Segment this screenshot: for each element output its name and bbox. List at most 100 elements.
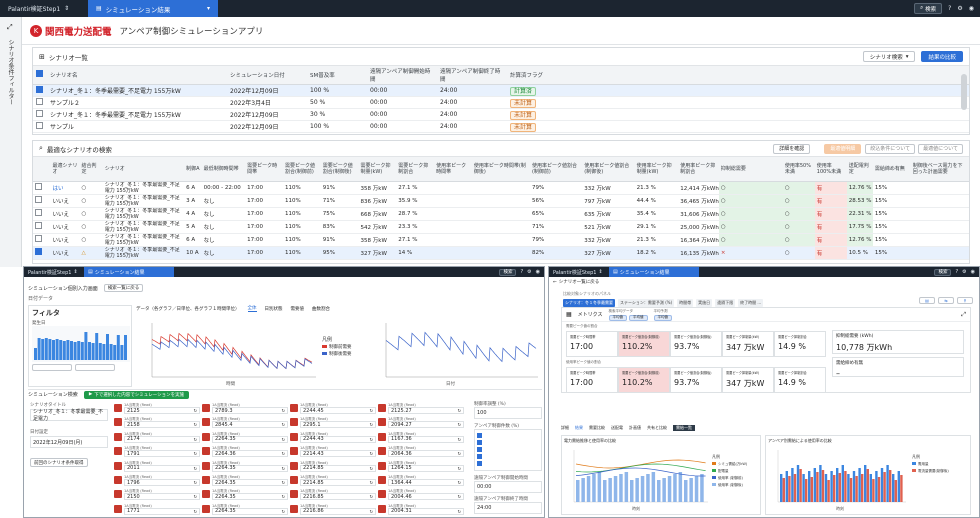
ampere-input[interactable]: 2789.3 ↻ <box>212 407 288 414</box>
refresh-icon[interactable]: ↻ <box>369 480 373 485</box>
result-tab[interactable]: 詳細 <box>561 425 569 430</box>
table-row[interactable]: いいえ △ シナリオ_冬１：冬季最需要_不足電力 155万kW 10 A なし 17:00… <box>33 246 969 260</box>
best-col-header[interactable]: 抑制総需要 <box>718 157 783 182</box>
refresh-icon[interactable]: ↻ <box>193 508 197 514</box>
user-icon[interactable]: ◉ <box>970 269 975 275</box>
help-icon[interactable]: ? <box>955 269 959 275</box>
br-search-button[interactable]: 検索 <box>934 268 952 276</box>
refresh-icon[interactable]: ↻ <box>457 422 461 428</box>
row-checkbox[interactable] <box>35 235 42 242</box>
best-col-header[interactable]: 使用率ピーク時間帯(制御後) <box>471 157 530 182</box>
scrollbar[interactable] <box>961 74 967 110</box>
ampere-input[interactable]: 2264.35 ↻ <box>212 493 288 501</box>
filter-chip[interactable]: 時間帯 <box>677 299 694 307</box>
refresh-icon[interactable]: ↻ <box>369 508 373 514</box>
result-tab[interactable]: 需要比較 <box>589 425 605 430</box>
about-best-button[interactable]: 最適値について <box>918 143 963 154</box>
table-row[interactable]: サンプル 2022年12月09日 100 % 00:00 24:00 未計算 <box>33 120 969 133</box>
ampere-input[interactable]: 2174 ↻ <box>124 435 200 443</box>
refresh-icon[interactable]: ↻ <box>457 465 461 471</box>
help-icon[interactable]: ? <box>948 5 952 12</box>
ampere-input[interactable]: 2011 ↻ <box>124 464 200 472</box>
ampere-checkbox[interactable] <box>477 447 482 452</box>
load-previous-button[interactable]: 前回のシナリオ条件取得 <box>30 458 88 467</box>
refresh-icon[interactable]: ↻ <box>457 508 461 514</box>
refresh-icon[interactable]: ↻ <box>193 408 197 413</box>
expand-icon[interactable]: ⤢ <box>961 310 966 318</box>
help-icon[interactable]: ? <box>520 269 524 275</box>
ampere-input[interactable]: 2264.35 ↻ <box>212 435 288 443</box>
result-tab[interactable]: 結果 <box>575 425 583 430</box>
ampere-input[interactable]: 2150 ↻ <box>124 493 200 501</box>
user-icon[interactable]: ◉ <box>968 5 974 12</box>
filter-chip[interactable]: 終了時間 ... <box>738 299 764 307</box>
side-filter-label[interactable]: シナリオ条件フィルター <box>7 39 14 105</box>
user-icon[interactable]: ◉ <box>535 269 540 275</box>
control-rate-input[interactable]: 100 <box>474 407 542 419</box>
best-col-header[interactable]: 使用率ピーク抑制割合 <box>678 157 719 182</box>
best-col-header[interactable]: 使用率ピーク値割合(制御前) <box>529 157 583 182</box>
best-col-header[interactable]: 制御A <box>184 157 202 182</box>
table-row[interactable]: いいえ ○ シナリオ_冬１：冬季最需要_不足電力 155万kW 5 A なし 17:00 1… <box>33 220 969 234</box>
col-scenario-name[interactable]: シナリオ名 <box>47 66 227 85</box>
ampere-input[interactable]: 2158 ↻ <box>124 421 200 429</box>
br-action-button-3[interactable]: ⚲ <box>957 297 973 304</box>
best-col-header[interactable]: 需給締め有無 <box>872 157 911 182</box>
ampere-check-item[interactable] <box>477 439 539 446</box>
ampere-input[interactable]: 1264.15 ↻ <box>388 464 464 472</box>
ampere-input[interactable]: 2125 ↻ <box>124 407 200 414</box>
settings-icon[interactable]: ⚙ <box>527 269 532 275</box>
ampere-input[interactable]: 1364.44 ↻ <box>388 479 464 486</box>
filter-select-2[interactable]: 平均値 <box>629 314 648 321</box>
table-row[interactable]: いいえ ○ シナリオ_冬１：冬季最需要_不足電力 155万kW 4 A なし 17:00 1… <box>33 207 969 221</box>
ampere-input[interactable]: 2244.43 ↻ <box>300 435 376 443</box>
br-app-menu[interactable]: Palantir検証Step1 ⇕ <box>549 267 609 277</box>
refresh-icon[interactable]: ↻ <box>193 451 197 457</box>
br-action-button-2[interactable]: ⇆ <box>938 297 954 304</box>
filter-select-3[interactable]: 平均値 <box>653 314 673 321</box>
refresh-icon[interactable]: ↻ <box>369 422 373 428</box>
date-setting-input[interactable]: 2022年12月09日(月) <box>30 436 108 448</box>
ampere-input[interactable]: 2264.36 ↻ <box>212 450 288 458</box>
refresh-icon[interactable]: ↻ <box>281 465 285 471</box>
hist-to-input[interactable] <box>75 364 115 371</box>
settings-icon[interactable]: ⚙ <box>962 269 967 275</box>
compare-results-button[interactable]: 結果の比較 <box>921 51 963 62</box>
chart-tab[interactable]: 全体 <box>247 306 257 312</box>
refresh-icon[interactable]: ↻ <box>281 480 285 485</box>
ampere-input[interactable]: 1796 ↻ <box>124 479 200 486</box>
table-row[interactable]: シナリオ_冬１：冬季最需要_不足電力 155万kW 2022年12月09日 30 %… <box>33 108 969 121</box>
col-end-time[interactable]: 遠隔アンペア制御終了時間 <box>437 66 507 85</box>
ampere-input[interactable]: 2845.4 ↻ <box>212 421 288 429</box>
ampere-checkbox[interactable] <box>477 454 482 459</box>
best-col-header[interactable]: 最低制御時間帯 <box>201 157 246 182</box>
ampere-input[interactable]: 2214.85 ↻ <box>300 464 376 472</box>
result-tab[interactable]: 計画値 <box>629 425 641 430</box>
br-tab-simulation-result[interactable]: ▤ シミュレーション結果 <box>609 267 699 277</box>
ampere-input[interactable]: 2244.45 ↻ <box>300 407 376 414</box>
refresh-icon[interactable]: ↻ <box>281 494 285 500</box>
ampere-input[interactable]: 2004.46 ↻ <box>388 493 464 501</box>
refresh-icon[interactable]: ↻ <box>193 480 197 485</box>
expand-icon[interactable]: ⤢ <box>7 23 13 31</box>
best-col-header[interactable]: 送配電判定 <box>846 157 873 182</box>
chart-tab[interactable]: 需要値 <box>290 306 305 312</box>
settings-icon[interactable]: ⚙ <box>957 5 963 12</box>
back-arrow-icon[interactable]: ← <box>553 279 557 285</box>
ampere-input[interactable]: 1771 ↻ <box>124 507 200 515</box>
ampere-check-item[interactable] <box>477 432 539 439</box>
refresh-icon[interactable]: ↻ <box>281 436 285 442</box>
result-tab[interactable]: 共有と比較 <box>647 425 667 430</box>
row-checkbox[interactable] <box>35 248 42 255</box>
refresh-icon[interactable]: ↻ <box>457 436 461 442</box>
best-col-header[interactable]: 需要ピーク値割合(制御前) <box>282 157 321 182</box>
ampere-input[interactable]: 2216.85 ↻ <box>300 493 376 501</box>
ampere-input[interactable]: 2264.35 ↻ <box>212 464 288 472</box>
row-checkbox[interactable] <box>35 209 42 216</box>
refresh-icon[interactable]: ↻ <box>369 451 373 457</box>
refresh-icon[interactable]: ↻ <box>281 451 285 457</box>
row-checkbox[interactable] <box>35 183 42 190</box>
br-action-button-1[interactable]: ▤ <box>919 297 935 304</box>
histogram[interactable] <box>32 326 130 362</box>
bl-search-button[interactable]: 検索 <box>499 268 517 276</box>
